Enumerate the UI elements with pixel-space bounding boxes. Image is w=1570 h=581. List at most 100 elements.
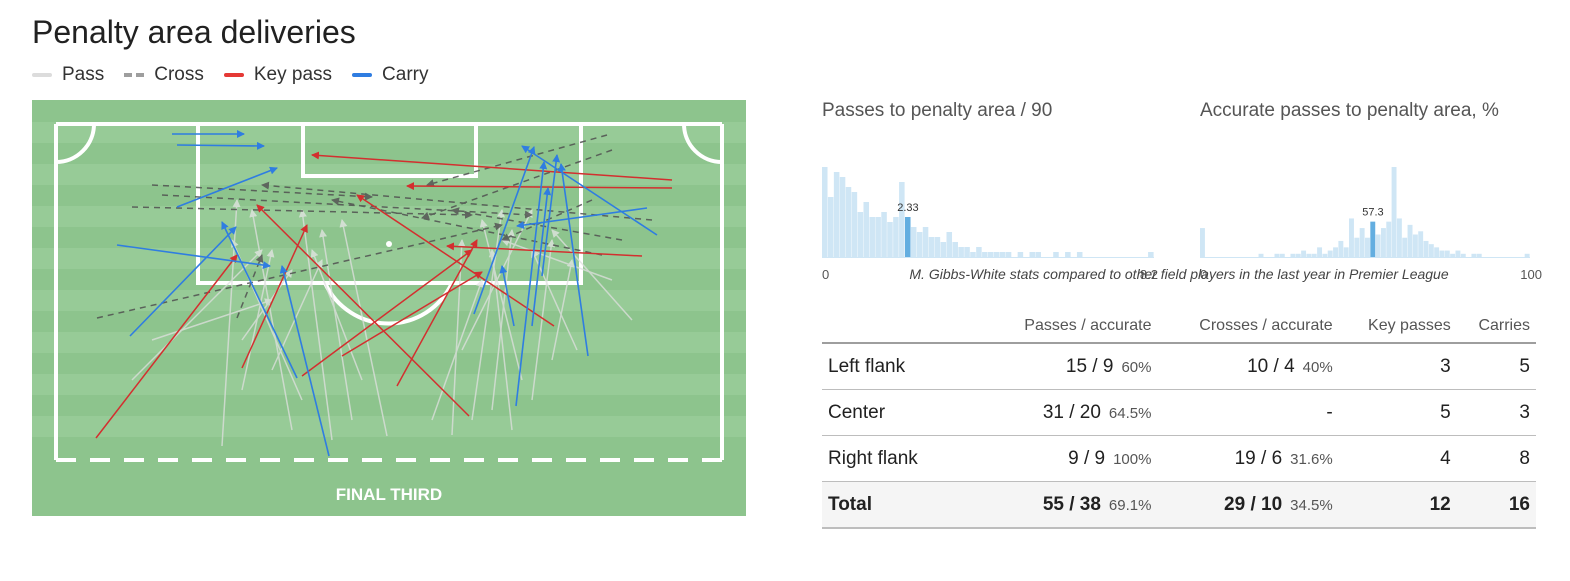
legend: Pass Cross Key pass Carry <box>32 64 448 86</box>
highlight-value-label: 2.33 <box>897 202 918 214</box>
histogram-bar <box>887 222 893 257</box>
passes-cell: 15 / 9 60% <box>984 343 1158 390</box>
tick-label-max: 8.2 <box>1140 267 1158 282</box>
comparison-caption: M. Gibbs-White stats compared to other f… <box>909 266 1449 282</box>
cross-arrow <box>421 149 613 220</box>
histogram-bar <box>1428 244 1434 257</box>
histogram-bar <box>976 247 982 257</box>
histogram-passes: Passes to penalty area / 90 2.33 0 8.2 <box>822 100 1162 284</box>
passes-pct: 100% <box>1113 450 1152 468</box>
passes-cell: 9 / 9 100% <box>984 435 1158 482</box>
pass-arrow <box>491 229 516 411</box>
cross-swatch <box>124 73 145 77</box>
histogram-bar <box>827 197 834 257</box>
histogram-bar <box>1301 250 1307 257</box>
key-pass-swatch <box>223 73 244 77</box>
legend-item-carry: Carry <box>352 64 428 86</box>
histogram-bar <box>1476 253 1482 257</box>
histogram-bar <box>1423 240 1429 257</box>
tick-label-min: 0 <box>1200 267 1207 282</box>
histogram-bar <box>1450 253 1456 257</box>
passes-cell: 55 / 38 69.1% <box>984 481 1158 529</box>
histogram-bar <box>1365 237 1370 257</box>
key-passes-cell: 4 <box>1338 435 1457 482</box>
table-total-row: Total 55 / 38 69.1% 29 / 10 34.5% 12 16 <box>822 481 1536 529</box>
carries-cell: 16 <box>1456 481 1536 529</box>
histogram-bar <box>1338 240 1344 257</box>
histogram-bar <box>1524 253 1530 257</box>
carry-arrow <box>558 163 589 357</box>
pass-arrow <box>551 229 633 321</box>
histogram-bar <box>1005 252 1012 257</box>
histogram-bar <box>863 202 870 257</box>
histogram-bar <box>999 252 1006 257</box>
key-pass-arrow <box>406 182 673 191</box>
pass-arrow <box>310 249 363 381</box>
histogram-bar <box>1418 231 1424 257</box>
key-passes-cell: 3 <box>1338 343 1457 390</box>
pass-arrow <box>501 238 613 281</box>
header-carries: Carries <box>1456 310 1536 344</box>
pass-arrow <box>298 209 333 441</box>
passes-pct: 60% <box>1121 358 1152 376</box>
table-header-row: Passes / accurate Crosses / accurate Key… <box>822 310 1536 344</box>
cross-arrow <box>161 194 533 219</box>
passes-cell: 31 / 20 64.5% <box>984 389 1158 436</box>
histogram-bar <box>946 232 953 257</box>
histogram-bar <box>1322 253 1328 257</box>
pass-arrow <box>249 209 293 431</box>
pass-arrows <box>131 199 633 447</box>
histogram-svg: 57.3 0 100 <box>1200 167 1542 282</box>
histogram-bar <box>857 212 864 257</box>
histogram-bar <box>1471 253 1477 257</box>
crosses-pct: 40% <box>1302 358 1333 376</box>
crosses-cell: 19 / 6 31.6% <box>1157 435 1339 482</box>
table-row: Right flank 9 / 9 100% 19 / 6 31.6% 4 8 <box>822 435 1536 482</box>
crosses-value: 10 / 4 <box>1247 355 1295 377</box>
carry-arrow <box>521 145 658 236</box>
pass-arrow <box>488 249 513 431</box>
histogram-bar <box>928 237 935 257</box>
key-pass-arrow <box>256 204 470 417</box>
histogram-bar <box>1354 237 1360 257</box>
histogram-bar <box>845 187 852 257</box>
histogram-bar <box>1306 253 1312 257</box>
crosses-value: 29 / 10 <box>1224 493 1283 515</box>
histogram-bar <box>958 247 964 257</box>
carry-arrow <box>473 146 536 315</box>
pass-arrow <box>551 259 575 361</box>
histogram-bar <box>1076 252 1083 257</box>
histogram-bar <box>1053 252 1059 257</box>
cross-arrow <box>426 134 608 187</box>
histogram-bar <box>1434 247 1440 257</box>
histogram-bar <box>869 217 875 257</box>
carry-arrow <box>515 161 548 407</box>
tick-label-max: 100 <box>1520 267 1542 282</box>
pass-arrow <box>471 209 505 421</box>
highlight-bar <box>1370 221 1376 257</box>
row-label: Left flank <box>822 343 984 390</box>
pass-arrow <box>241 269 293 341</box>
pitch-stripes <box>32 122 746 437</box>
pitch-lines <box>54 122 724 462</box>
header-crosses: Crosses / accurate <box>1157 310 1339 344</box>
crosses-cell: - <box>1157 389 1339 436</box>
histogram-bar <box>922 227 929 257</box>
carry-swatch <box>352 73 373 77</box>
histogram-bar <box>822 167 828 257</box>
passes-pct: 69.1% <box>1108 496 1152 514</box>
histogram-bar <box>940 242 947 257</box>
carry-arrow <box>221 221 298 379</box>
key-passes-cell: 12 <box>1338 481 1457 529</box>
histogram-bar <box>934 237 941 257</box>
histogram-bar <box>1065 252 1071 257</box>
pass-arrow <box>451 239 466 436</box>
crosses-cell: 10 / 4 40% <box>1157 343 1339 390</box>
tick-label-min: 0 <box>822 267 829 282</box>
histogram-svg: 2.33 0 8.2 <box>822 167 1158 282</box>
histogram-bar <box>881 212 887 257</box>
carry-arrow <box>116 244 271 270</box>
histogram-bar <box>1148 252 1154 257</box>
legend-label-cross: Cross <box>154 64 204 85</box>
crosses-value: - <box>1326 401 1333 423</box>
